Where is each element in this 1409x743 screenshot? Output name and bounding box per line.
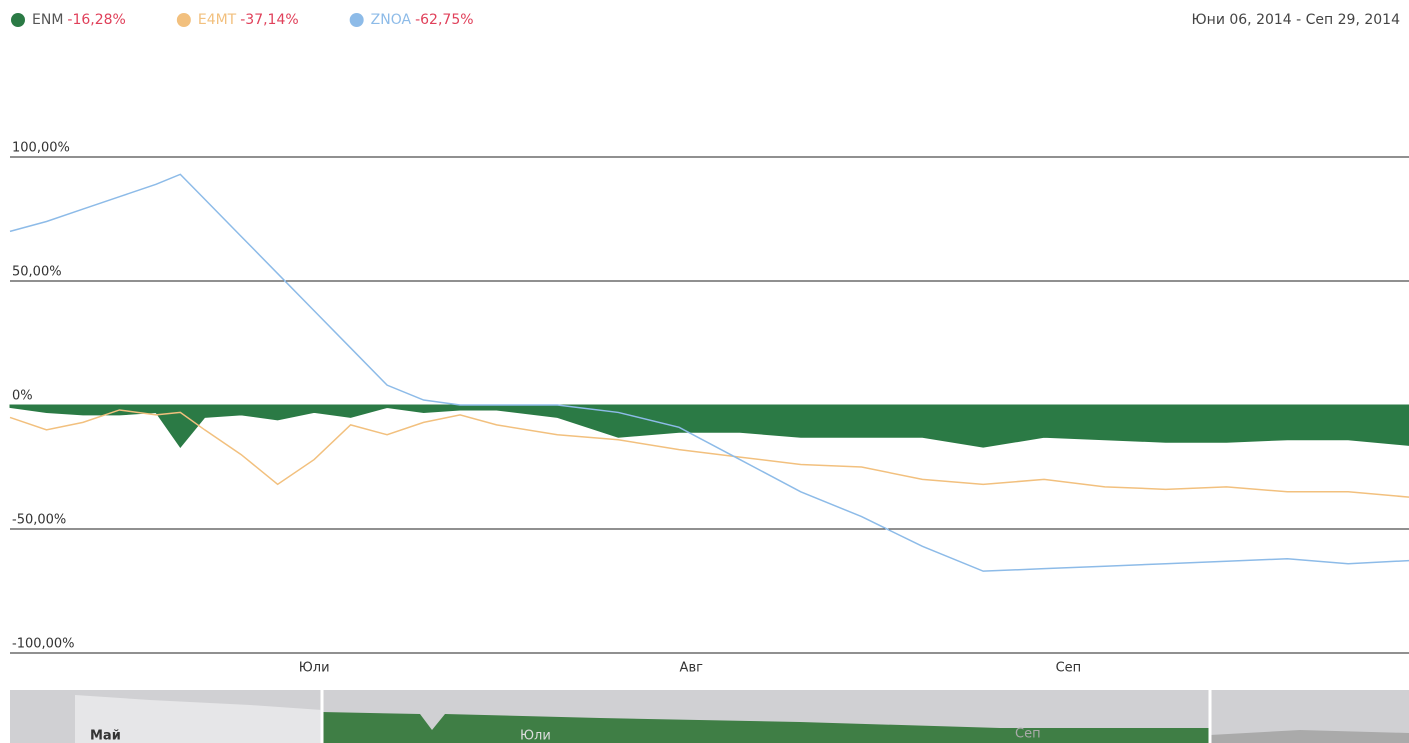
legend: ENM -16,28% E4MT -37,14% ZNOA -62,75% <box>11 12 474 28</box>
navigator: Май Юли Сеп <box>10 690 1409 743</box>
legend-marker <box>176 13 191 27</box>
x-tick-label: Юли <box>299 661 330 676</box>
y-tick-label: -50,00% <box>12 513 66 528</box>
legend-change: -62,75% <box>415 12 473 28</box>
y-tick-label: 0% <box>12 389 33 404</box>
legend-name: ENM <box>32 12 63 28</box>
navigator-label: Юли <box>520 729 551 743</box>
line <box>9 409 1409 498</box>
legend-name: E4MT <box>198 12 237 28</box>
date-range: Юни 06, 2014 - Сеп 29, 2014 <box>1192 12 1401 28</box>
area <box>9 404 1409 448</box>
navigator-label: Май <box>90 729 121 743</box>
line <box>9 173 1409 572</box>
legend-change: -37,14% <box>240 12 298 28</box>
navigator-label: Сеп <box>1015 727 1041 742</box>
navigator-area <box>322 712 1210 743</box>
legend-marker <box>11 13 25 27</box>
x-tick-label: Авг <box>680 661 704 676</box>
legend-marker <box>349 13 364 27</box>
legend-change: -16,28% <box>67 12 125 28</box>
y-tick-label: 100,00% <box>12 141 70 156</box>
navigator-area <box>1210 730 1409 743</box>
legend-name: ZNOA <box>371 12 412 28</box>
x-tick-label: Сеп <box>1056 661 1082 676</box>
navigator-area <box>75 690 322 743</box>
y-tick-label: -100,00% <box>12 637 75 652</box>
y-tick-label: 50,00% <box>12 265 62 280</box>
